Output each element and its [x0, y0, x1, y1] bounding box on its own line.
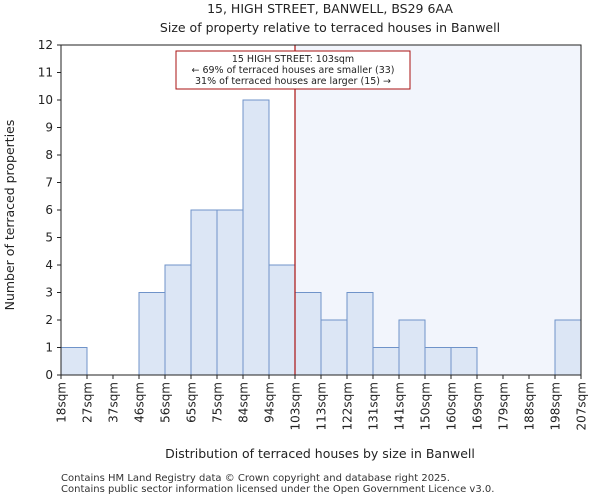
bar-198sqm: [554, 319, 582, 376]
y-tick-label: 8: [45, 148, 53, 162]
chart-subtitle: Size of property relative to terraced ho…: [160, 20, 500, 35]
y-tick-label: 10: [38, 93, 53, 107]
y-tick-label: 7: [45, 176, 53, 190]
x-tick-label: 75sqm: [211, 382, 225, 423]
bar-160sqm: [450, 347, 478, 376]
annotation-line: ← 69% of terraced houses are smaller (33…: [191, 65, 394, 76]
bar-122sqm: [346, 292, 374, 376]
x-tick-label: 179sqm: [497, 382, 511, 430]
x-tick-label: 27sqm: [81, 382, 95, 423]
footer-line-1: Contains HM Land Registry data © Crown c…: [61, 473, 450, 484]
x-tick-label: 84sqm: [237, 382, 251, 423]
annotation-box: [175, 50, 411, 90]
x-tick-label: 113sqm: [315, 382, 329, 430]
x-tick-label: 141sqm: [393, 382, 407, 430]
x-tick-label: 65sqm: [185, 382, 199, 423]
x-tick-label: 103sqm: [289, 382, 303, 430]
x-tick-label: 18sqm: [55, 382, 69, 423]
annotation-line: 15 HIGH STREET: 103sqm: [232, 54, 354, 65]
y-tick-label: 3: [45, 286, 53, 300]
y-axis-label: Number of terraced properties: [2, 120, 17, 311]
y-tick-label: 11: [38, 66, 53, 80]
y-tick-label: 9: [45, 121, 53, 135]
annotation-line: 31% of terraced houses are larger (15) →: [195, 76, 391, 87]
bar-84sqm: [242, 99, 270, 376]
x-tick-label: 122sqm: [341, 382, 355, 430]
x-tick-label: 188sqm: [523, 382, 537, 430]
x-tick-label: 150sqm: [419, 382, 433, 430]
y-tick-label: 4: [45, 258, 53, 272]
x-tick-label: 131sqm: [367, 382, 381, 430]
footer-line-2: Contains public sector information licen…: [61, 484, 495, 495]
bar-75sqm: [216, 209, 244, 376]
x-tick-label: 198sqm: [549, 382, 563, 430]
y-tick-label: 5: [45, 231, 53, 245]
bar-150sqm: [424, 347, 452, 376]
bar-94sqm: [268, 264, 296, 376]
x-tick-label: 56sqm: [159, 382, 173, 423]
x-tick-label: 160sqm: [445, 382, 459, 430]
y-tick-label: 12: [38, 38, 53, 52]
bar-113sqm: [320, 319, 348, 376]
x-tick-label: 169sqm: [471, 382, 485, 430]
y-tick-label: 0: [45, 368, 53, 382]
y-tick-label: 6: [45, 203, 53, 217]
bar-65sqm: [190, 209, 218, 376]
x-tick-label: 37sqm: [107, 382, 121, 423]
bar-141sqm: [398, 319, 426, 376]
y-tick-label: 2: [45, 313, 53, 327]
x-axis-label: Distribution of terraced houses by size …: [165, 446, 475, 461]
bar-46sqm: [138, 292, 166, 376]
bar-103sqm: [294, 292, 322, 376]
chart-title: 15, HIGH STREET, BANWELL, BS29 6AA: [207, 1, 453, 16]
bar-131sqm: [372, 347, 400, 376]
y-tick-label: 1: [45, 341, 53, 355]
bar-56sqm: [164, 264, 192, 376]
x-tick-label: 207sqm: [575, 382, 589, 430]
x-tick-label: 94sqm: [263, 382, 277, 423]
x-tick-label: 46sqm: [133, 382, 147, 423]
bar-18sqm: [60, 347, 88, 376]
